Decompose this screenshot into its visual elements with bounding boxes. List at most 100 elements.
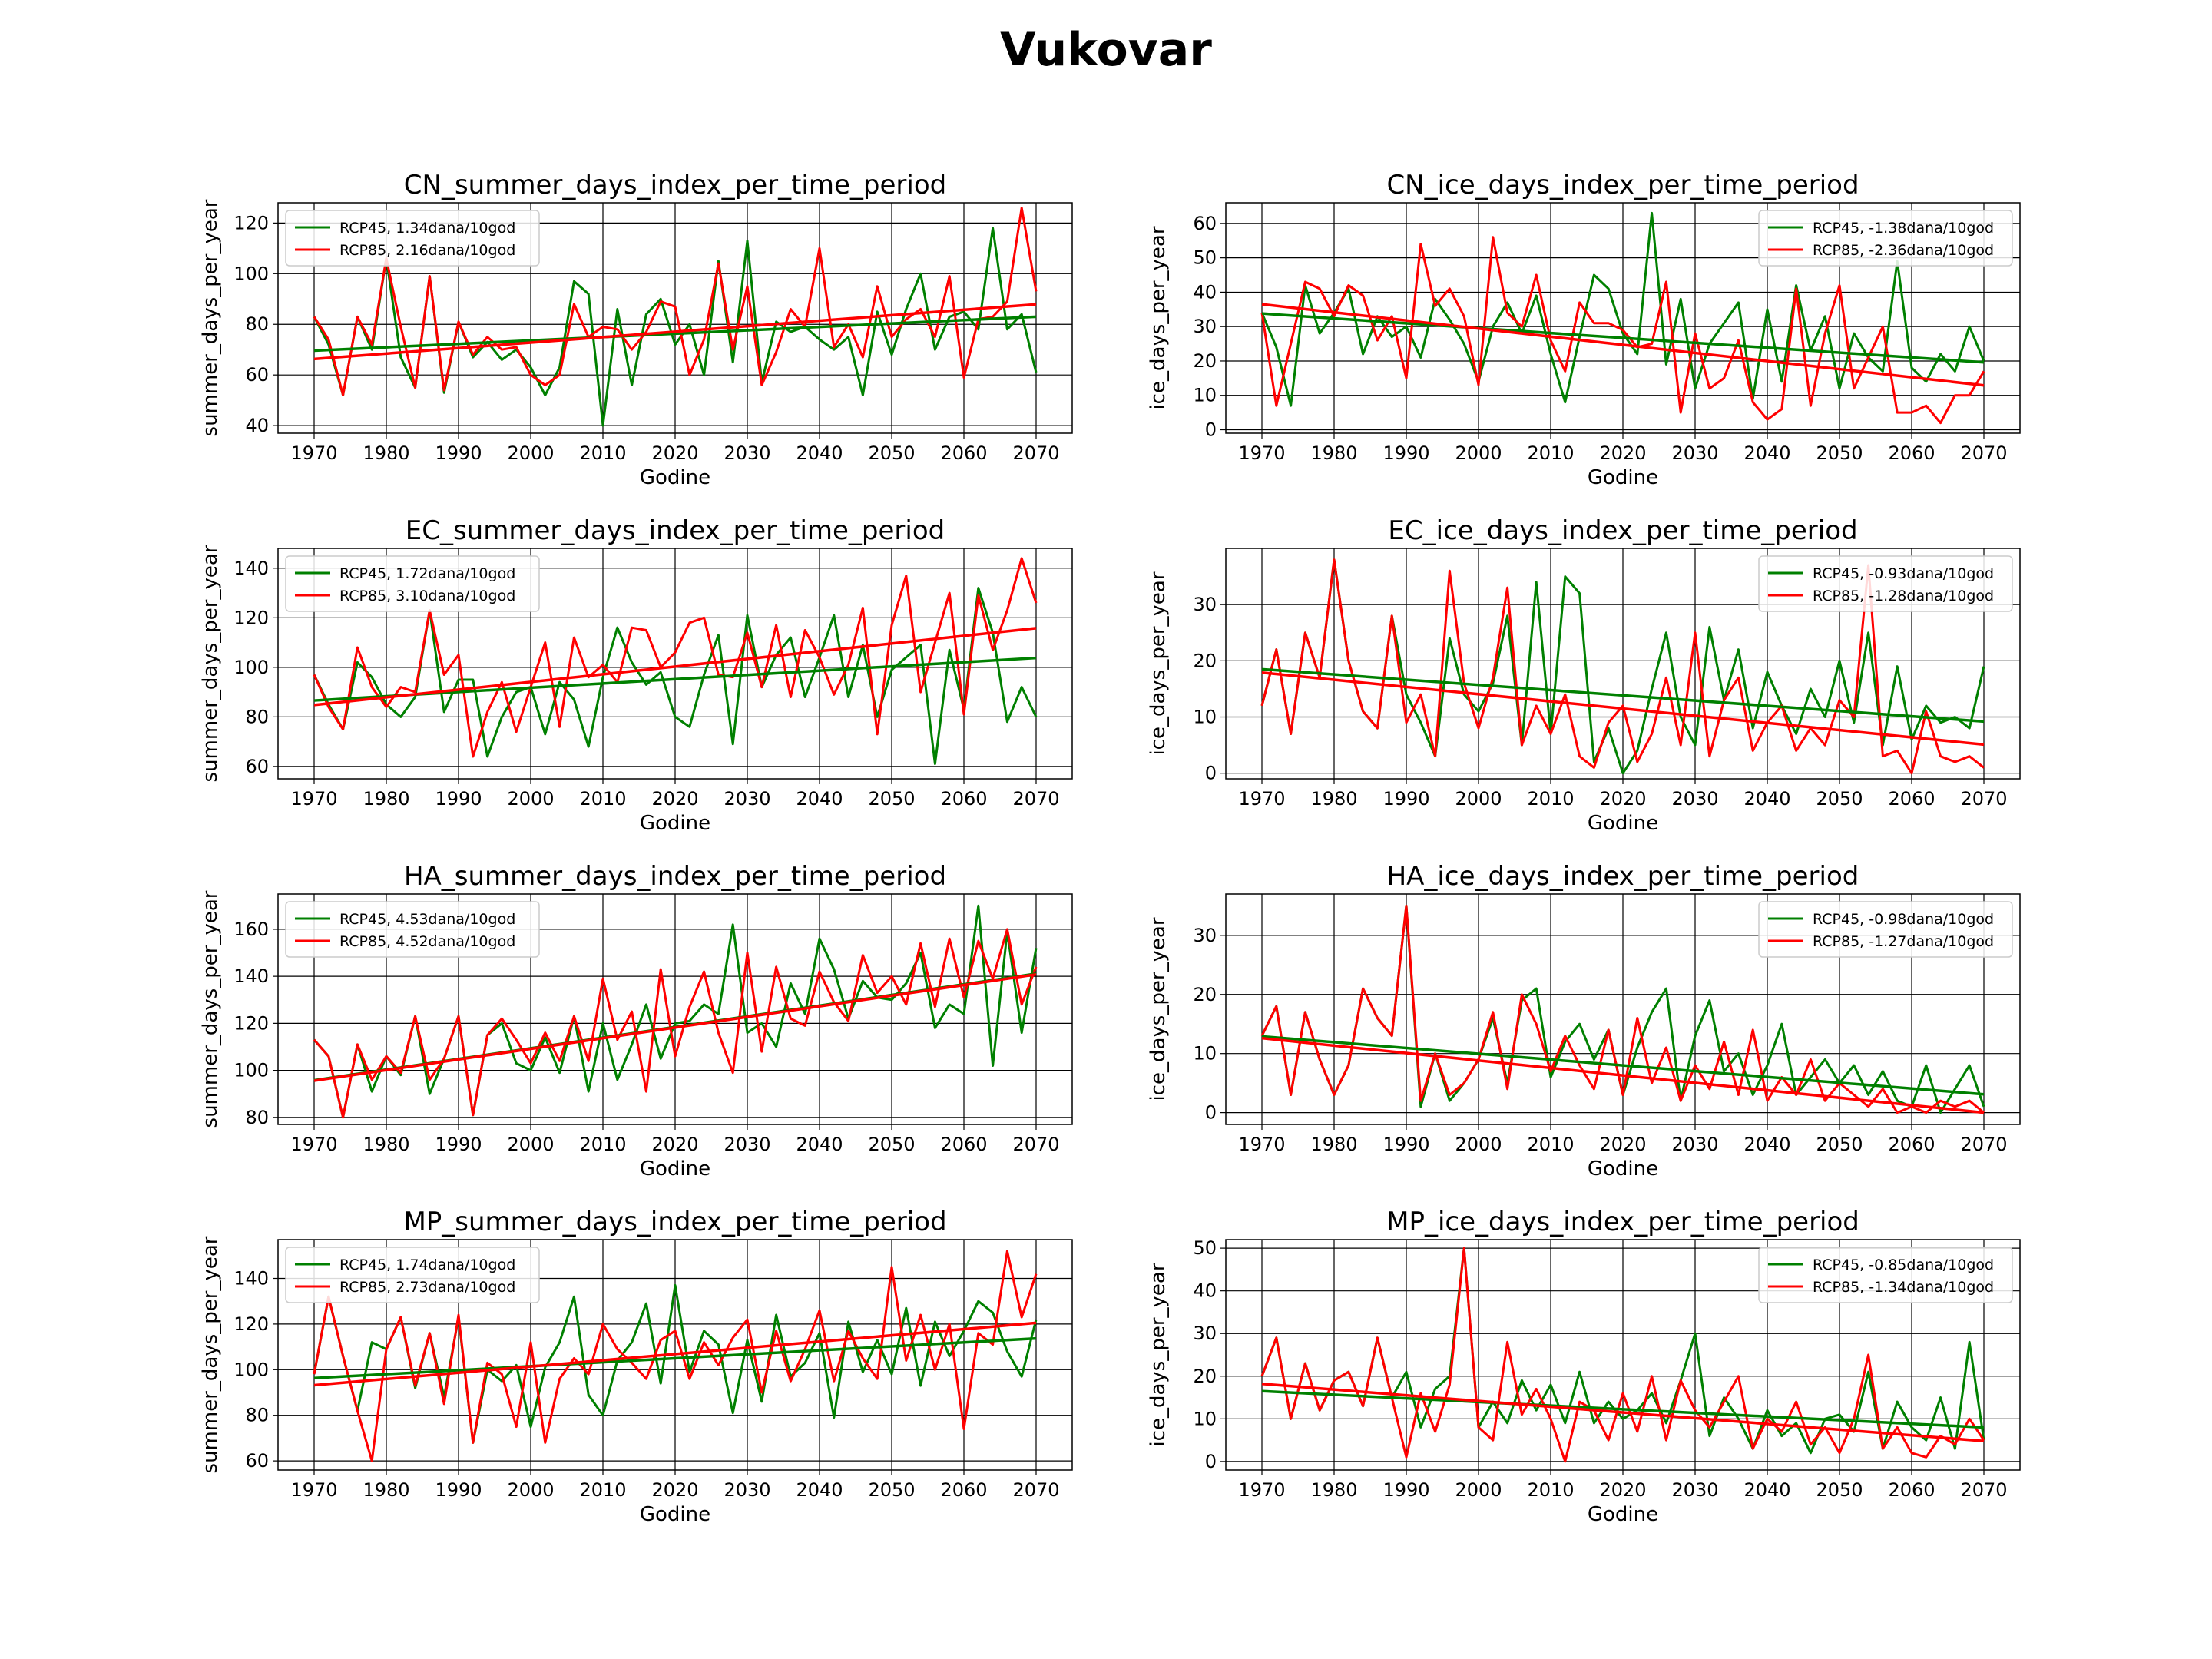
plot-frame (1225, 202, 2021, 434)
y-tick-label: 50 (1193, 247, 1217, 269)
x-tick-label: 2020 (651, 442, 698, 464)
legend-box (285, 1247, 540, 1303)
x-tick-label: 2030 (1671, 442, 1718, 464)
y-tick-label: 100 (233, 1060, 269, 1081)
chart-panel-7: MP_summer_days_index_per_time_period 1970… (199, 1207, 1073, 1526)
x-tick-label: 2030 (1671, 1134, 1718, 1155)
x-tick-label: 2070 (1960, 1134, 2007, 1155)
x-tick-label: 2060 (1888, 1479, 1935, 1501)
legend-label: RCP45, 4.53dana/10god (339, 911, 515, 928)
series-line-rcp85 (1260, 236, 1985, 425)
y-tick-label: 80 (245, 1405, 269, 1426)
series-line-rcp85 (313, 928, 1038, 1119)
x-tick-label: 1970 (1238, 1479, 1285, 1501)
y-tick-label: 80 (245, 313, 269, 335)
series-group (1260, 904, 1985, 1114)
trend-line-rcp85 (1261, 1382, 1985, 1442)
x-tick-label: 2030 (1671, 1479, 1718, 1501)
x-tick-label: 2000 (507, 1134, 554, 1155)
chart-panel-6: HA_ice_days_index_per_time_period 1970 198… (1147, 861, 2021, 1181)
chart-title: MP_ice_days_index_per_time_period (1386, 1207, 1859, 1237)
x-tick-label: 2050 (868, 788, 915, 810)
y-tick-label: 50 (1193, 1237, 1217, 1259)
x-tick-label: 2000 (1455, 788, 1502, 810)
x-tick-label: 2070 (1960, 442, 2007, 464)
plot-frame (277, 202, 1073, 434)
x-tick-label: 1980 (1310, 442, 1357, 464)
legend: RCP45, 1.74dana/10god RCP85, 2.73dana/10g… (285, 1247, 540, 1303)
series-group (1260, 211, 1985, 425)
legend: RCP45, 4.53dana/10god RCP85, 4.52dana/10g… (285, 901, 540, 958)
x-tick-label: 2050 (868, 442, 915, 464)
x-tick-label: 2030 (724, 442, 770, 464)
x-tick-label: 2020 (1599, 442, 1646, 464)
legend-box (285, 901, 540, 958)
x-tick-label: 2030 (724, 1479, 770, 1501)
x-axis-label: Godine (640, 466, 710, 489)
x-tick-label: 2060 (1888, 442, 1935, 464)
x-tick-label: 1970 (1238, 1134, 1285, 1155)
legend: RCP45, -0.98dana/10god RCP85, -1.27dana/1… (1758, 901, 2013, 958)
trend-line-rcp45 (1261, 1035, 1985, 1096)
x-tick-label: 2060 (940, 1134, 987, 1155)
x-tick-label: 2050 (1816, 788, 1863, 810)
x-tick-label: 2010 (579, 1479, 626, 1501)
x-tick-label: 2020 (1599, 788, 1646, 810)
y-tick-label: 20 (1193, 650, 1217, 671)
legend-label: RCP45, 1.34dana/10god (339, 220, 515, 237)
legend-box (285, 555, 540, 612)
x-tick-label: 2010 (579, 442, 626, 464)
chart-title: EC_ice_days_index_per_time_period (1388, 515, 1857, 546)
x-tick-label: 2070 (1012, 1479, 1059, 1501)
x-tick-label: 2060 (940, 1479, 987, 1501)
legend-label: RCP45, 1.72dana/10god (339, 565, 515, 582)
y-axis-label: ice_days_per_year (1147, 571, 1170, 755)
y-axis-label: ice_days_per_year (1147, 226, 1170, 409)
y-tick-label: 120 (233, 607, 269, 628)
legend: RCP45, -0.93dana/10god RCP85, -1.28dana/1… (1758, 555, 2013, 612)
x-tick-label: 2010 (1527, 442, 1574, 464)
legend: RCP45, -1.38dana/10god RCP85, -2.36dana/1… (1758, 210, 2013, 267)
trend-line-rcp85 (1261, 1036, 1985, 1114)
x-tick-label: 2040 (796, 1134, 843, 1155)
y-tick-label: 60 (245, 1450, 269, 1472)
y-tick-label: 10 (1193, 1408, 1217, 1429)
x-tick-label: 2060 (940, 788, 987, 810)
y-tick-label: 10 (1193, 385, 1217, 406)
x-tick-label: 2000 (1455, 1134, 1502, 1155)
chart-title: HA_ice_days_index_per_time_period (1387, 861, 1859, 892)
y-tick-label: 40 (1193, 1280, 1217, 1302)
series-group (313, 1250, 1038, 1462)
trend-line-rcp85 (1261, 303, 1985, 387)
y-axis-label: summer_days_per_year (199, 199, 222, 436)
series-group (1260, 558, 1985, 775)
series-line-rcp45 (1260, 211, 1985, 407)
y-tick-label: 120 (233, 212, 269, 233)
x-tick-label: 1990 (435, 442, 482, 464)
chart-panel-1: CN_summer_days_index_per_time_period 1970… (199, 170, 1073, 489)
x-tick-label: 2020 (1599, 1479, 1646, 1501)
x-tick-label: 1990 (1382, 1479, 1429, 1501)
y-tick-label: 100 (233, 1359, 269, 1380)
plot-frame (1225, 548, 2021, 780)
x-tick-label: 2070 (1960, 1479, 2007, 1501)
trend-line-rcp45 (1261, 667, 1985, 724)
x-tick-label: 2020 (651, 1479, 698, 1501)
series-line-rcp85 (313, 1250, 1038, 1462)
series-group (313, 904, 1038, 1119)
plot-frame (277, 1239, 1073, 1471)
y-tick-label: 30 (1193, 925, 1217, 946)
x-tick-label: 2060 (940, 442, 987, 464)
legend-label: RCP85, 3.10dana/10god (339, 588, 515, 604)
legend-label: RCP85, 2.73dana/10god (339, 1279, 515, 1296)
x-tick-label: 2010 (1527, 788, 1574, 810)
y-axis-label: ice_days_per_year (1147, 1263, 1170, 1446)
x-tick-label: 2010 (1527, 1134, 1574, 1155)
chart-panel-5: HA_summer_days_index_per_time_period 1970… (199, 861, 1073, 1181)
y-axis-label: summer_days_per_year (199, 890, 222, 1128)
x-tick-label: 2010 (579, 1134, 626, 1155)
x-tick-label: 1970 (1238, 788, 1285, 810)
x-tick-label: 1990 (1382, 442, 1429, 464)
chart-title: MP_summer_days_index_per_time_period (403, 1207, 946, 1237)
legend: RCP45, -0.85dana/10god RCP85, -1.34dana/1… (1758, 1247, 2013, 1303)
